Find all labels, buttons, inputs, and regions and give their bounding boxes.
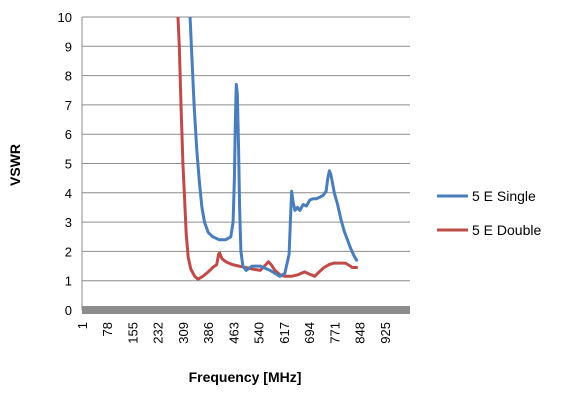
x-tick-label: 309 bbox=[176, 322, 191, 344]
legend-label: 5 E Single bbox=[472, 188, 536, 204]
x-tick-label: 540 bbox=[252, 322, 267, 344]
x-tick-label: 386 bbox=[201, 322, 216, 344]
x-tick-labels: 1 78 155 232 309 386 463 540 617 694 771 848 925 bbox=[75, 322, 393, 344]
x-axis-baseline bbox=[82, 306, 410, 314]
y-tick-labels: 0 1 2 3 4 5 6 7 8 9 10 bbox=[58, 10, 72, 318]
legend: 5 E Single 5 E Double bbox=[437, 188, 541, 238]
x-tick-label: 771 bbox=[327, 322, 342, 344]
y-tick-label: 0 bbox=[65, 303, 72, 318]
x-tick-label: 617 bbox=[277, 322, 292, 344]
x-tick-label: 232 bbox=[151, 322, 166, 344]
series-line-5-e-single bbox=[188, 17, 359, 278]
x-tick-label: 78 bbox=[100, 322, 115, 336]
y-tick-label: 2 bbox=[65, 244, 72, 259]
y-tick-label: 6 bbox=[65, 127, 72, 142]
y-tick-label: 5 bbox=[65, 157, 72, 172]
y-tick-label: 8 bbox=[65, 69, 72, 84]
y-tick-label: 10 bbox=[58, 10, 72, 25]
x-tick-label: 1 bbox=[75, 322, 90, 329]
legend-label: 5 E Double bbox=[472, 222, 541, 238]
x-axis-title: Frequency [MHz] bbox=[189, 369, 302, 385]
grid-lines bbox=[82, 16, 410, 282]
x-tick-label: 925 bbox=[378, 322, 393, 344]
y-tick-label: 4 bbox=[65, 186, 72, 201]
y-tick-label: 9 bbox=[65, 39, 72, 54]
x-tick-label: 694 bbox=[302, 322, 317, 344]
y-axis-title: VSWR bbox=[7, 144, 23, 186]
series-lines bbox=[176, 17, 359, 281]
y-tick-label: 7 bbox=[65, 98, 72, 113]
x-tick-label: 848 bbox=[353, 322, 368, 344]
y-tick-label: 3 bbox=[65, 215, 72, 230]
x-tick-label: 155 bbox=[125, 322, 140, 344]
x-axis-line bbox=[82, 306, 410, 314]
x-tick-label: 463 bbox=[226, 322, 241, 344]
y-tick-label: 1 bbox=[65, 274, 72, 289]
series-line-5-e-double bbox=[176, 17, 359, 281]
